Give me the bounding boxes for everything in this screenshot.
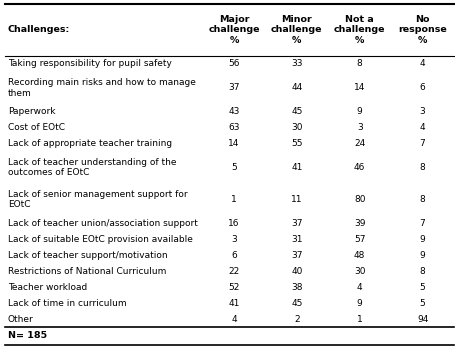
Text: Minor
challenge
%: Minor challenge % [271, 15, 322, 45]
Text: N= 185: N= 185 [8, 332, 47, 340]
Text: 7: 7 [419, 139, 425, 148]
Text: 30: 30 [290, 123, 302, 132]
Text: 1: 1 [231, 195, 236, 204]
Text: 41: 41 [228, 299, 239, 307]
Text: 4: 4 [231, 315, 236, 323]
Text: Lack of teacher support/motivation: Lack of teacher support/motivation [8, 251, 167, 260]
Text: 9: 9 [356, 299, 362, 307]
Text: Teacher workload: Teacher workload [8, 283, 87, 292]
Text: 4: 4 [419, 123, 425, 132]
Text: 3: 3 [231, 235, 236, 244]
Text: 30: 30 [353, 267, 364, 276]
Text: Cost of EOtC: Cost of EOtC [8, 123, 65, 132]
Text: 80: 80 [353, 195, 364, 204]
Text: 5: 5 [419, 299, 425, 307]
Text: 46: 46 [353, 163, 364, 172]
Text: Challenges:: Challenges: [8, 26, 70, 34]
Text: Lack of teacher understanding of the
outcomes of EOtC: Lack of teacher understanding of the out… [8, 158, 176, 177]
Text: 43: 43 [228, 107, 239, 116]
Text: Not a
challenge
%: Not a challenge % [333, 15, 384, 45]
Text: Lack of senior management support for
EOtC: Lack of senior management support for EO… [8, 190, 187, 209]
Text: 38: 38 [290, 283, 302, 292]
Text: Major
challenge
%: Major challenge % [208, 15, 259, 45]
Text: 45: 45 [291, 107, 302, 116]
Text: 63: 63 [228, 123, 239, 132]
Text: 44: 44 [291, 83, 302, 92]
Text: 8: 8 [419, 163, 425, 172]
Text: 52: 52 [228, 283, 239, 292]
Text: 2: 2 [293, 315, 299, 323]
Text: Lack of suitable EOtC provision available: Lack of suitable EOtC provision availabl… [8, 235, 192, 244]
Text: 57: 57 [353, 235, 364, 244]
Text: 33: 33 [290, 60, 302, 69]
Text: Taking responsibility for pupil safety: Taking responsibility for pupil safety [8, 60, 172, 69]
Text: Lack of appropriate teacher training: Lack of appropriate teacher training [8, 139, 172, 148]
Text: 11: 11 [290, 195, 302, 204]
Text: Recording main risks and how to manage
them: Recording main risks and how to manage t… [8, 78, 196, 98]
Text: 45: 45 [291, 299, 302, 307]
Text: 5: 5 [231, 163, 236, 172]
Text: Lack of time in curriculum: Lack of time in curriculum [8, 299, 126, 307]
Text: 9: 9 [356, 107, 362, 116]
Text: 37: 37 [290, 251, 302, 260]
Text: 4: 4 [419, 60, 425, 69]
Text: 8: 8 [419, 267, 425, 276]
Text: 48: 48 [353, 251, 364, 260]
Text: 39: 39 [353, 219, 364, 228]
Text: 8: 8 [419, 195, 425, 204]
Text: 3: 3 [356, 123, 362, 132]
Text: 8: 8 [356, 60, 362, 69]
Text: 6: 6 [231, 251, 236, 260]
Text: 9: 9 [419, 235, 425, 244]
Text: 56: 56 [228, 60, 239, 69]
Text: 5: 5 [419, 283, 425, 292]
Text: Other: Other [8, 315, 34, 323]
Text: 9: 9 [419, 251, 425, 260]
Text: 31: 31 [290, 235, 302, 244]
Text: 24: 24 [354, 139, 364, 148]
Text: Paperwork: Paperwork [8, 107, 56, 116]
Text: 22: 22 [228, 267, 239, 276]
Text: No
response
%: No response % [397, 15, 446, 45]
Text: 37: 37 [228, 83, 239, 92]
Text: 55: 55 [290, 139, 302, 148]
Text: Restrictions of National Curriculum: Restrictions of National Curriculum [8, 267, 166, 276]
Text: 94: 94 [416, 315, 427, 323]
Text: 1: 1 [356, 315, 362, 323]
Text: 3: 3 [419, 107, 425, 116]
Text: 37: 37 [290, 219, 302, 228]
Text: 40: 40 [291, 267, 302, 276]
Text: 7: 7 [419, 219, 425, 228]
Text: 41: 41 [291, 163, 302, 172]
Text: 4: 4 [356, 283, 362, 292]
Text: Lack of teacher union/association support: Lack of teacher union/association suppor… [8, 219, 197, 228]
Text: 14: 14 [228, 139, 239, 148]
Text: 14: 14 [353, 83, 364, 92]
Text: 6: 6 [419, 83, 425, 92]
Text: 16: 16 [228, 219, 239, 228]
